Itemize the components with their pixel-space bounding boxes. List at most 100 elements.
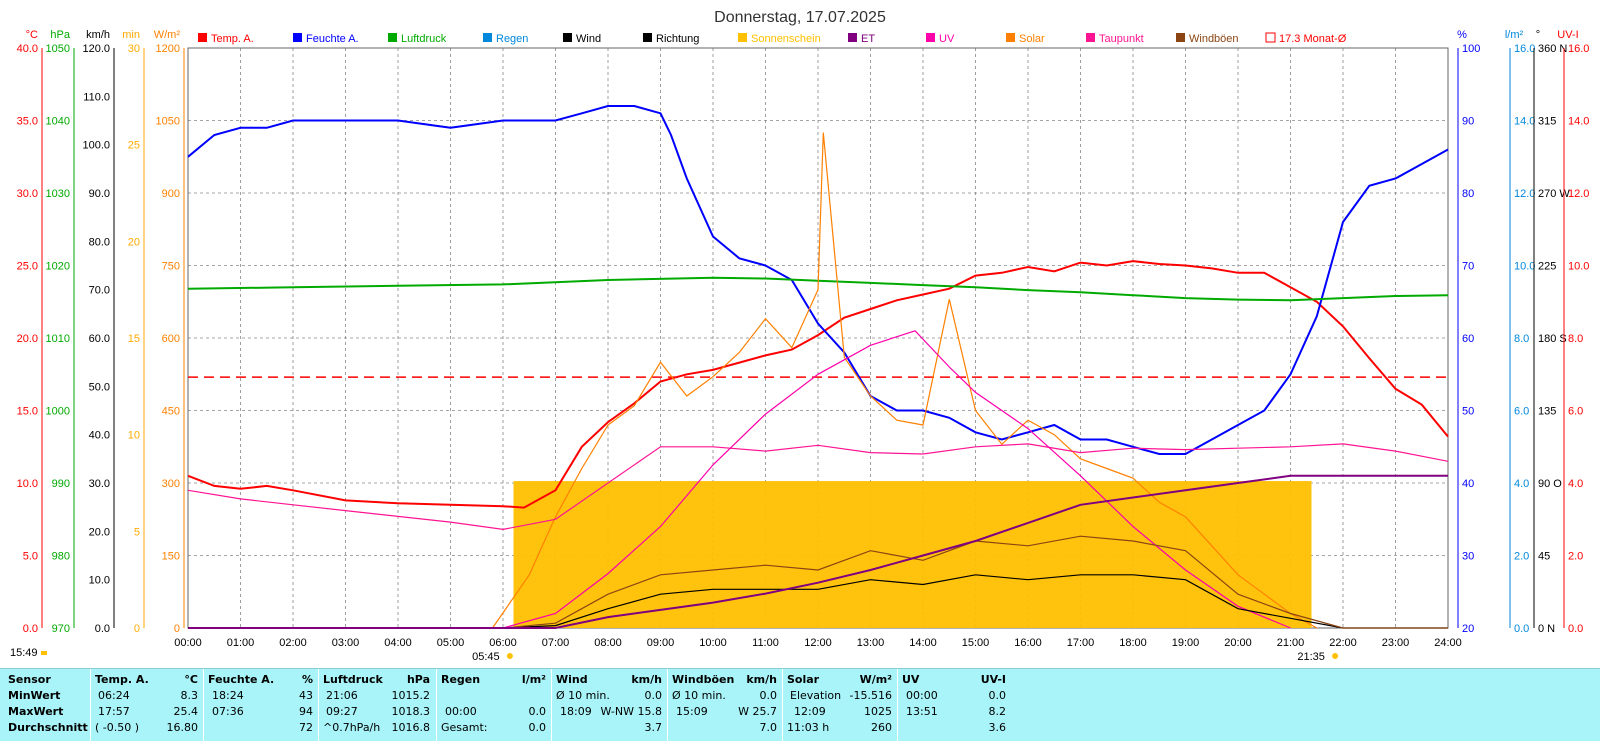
x-tick-label: 08:00 — [594, 637, 622, 649]
axis-tick-label: 110.0 — [83, 91, 110, 103]
legend-label: ET — [861, 33, 875, 45]
axis-tick-label: 40 — [1462, 478, 1474, 490]
solar-avg-value: 260 — [871, 721, 892, 734]
hum-max-value: 94 — [299, 705, 313, 718]
x-tick-label: 00:00 — [174, 637, 202, 649]
hum-min-time: 18:24 — [212, 689, 244, 702]
rain-max-value: 0.0 — [528, 705, 547, 718]
temp-min-value: 8.3 — [180, 689, 199, 702]
axis-tick-label: 6.0 — [1514, 406, 1529, 418]
uv-avg-value: 3.6 — [988, 721, 1007, 734]
wind-min-value: 0.0 — [644, 689, 663, 702]
axis-tick-label: 20.0 — [17, 333, 38, 345]
axis-unit: min — [122, 29, 140, 41]
wind-max-value: W-NW 15.8 — [600, 705, 663, 718]
legend-swatch — [738, 33, 747, 42]
legend-label: Temp. A. — [211, 33, 254, 45]
gust-avg-value: 7.0 — [759, 721, 778, 734]
axis-unit: W/m² — [154, 29, 181, 41]
uv-header: UV — [902, 673, 920, 686]
x-tick-label: 10:00 — [699, 637, 727, 649]
sunset-icon — [1332, 653, 1339, 659]
axis-tick-label: 750 — [162, 261, 180, 273]
axis-tick-label: 120.0 — [82, 43, 110, 55]
x-tick-label: 22:00 — [1329, 637, 1357, 649]
axis-tick-label: 1030 — [46, 188, 70, 200]
axis-tick-label: 0 — [174, 623, 180, 635]
gust-min-label: Ø 10 min. — [672, 689, 726, 702]
series-line — [492, 132, 1318, 629]
axis-tick-label: 35.0 — [17, 116, 38, 128]
axis-tick-label: 60.0 — [89, 333, 110, 345]
axis-tick-label: 12.0 — [1514, 188, 1535, 200]
temp-max-value: 25.4 — [173, 705, 199, 718]
solar-max-time: 12:09 — [794, 705, 826, 718]
axis-tick-label: 600 — [162, 333, 180, 345]
legend-swatch — [1176, 33, 1185, 42]
legend-label: Windböen — [1189, 33, 1239, 45]
stats-table: Sensor MinWert MaxWert Durchschnitt Temp… — [0, 668, 1600, 741]
solar-max-value: 1025 — [864, 705, 892, 718]
uv-min-time: 00:00 — [906, 689, 938, 702]
legend-label: Luftdruck — [401, 33, 447, 45]
axis-tick-label: 2.0 — [1568, 551, 1583, 563]
axis-tick-label: 225 — [1538, 261, 1556, 273]
axis-tick-label: 2.0 — [1514, 551, 1529, 563]
axis-tick-label: 20.0 — [89, 526, 110, 538]
axis-tick-label: 180 S — [1538, 333, 1567, 345]
wind-avg-value: 3.7 — [644, 721, 663, 734]
temp-header: Temp. A. — [95, 673, 149, 686]
x-tick-label: 11:00 — [752, 637, 779, 649]
rain-max-time: 00:00 — [445, 705, 477, 718]
rain-total-label: Gesamt: — [441, 721, 488, 734]
rain-header: Regen — [441, 673, 481, 686]
press-max-time: 09:27 — [326, 705, 358, 718]
legend-swatch — [388, 33, 397, 42]
legend-swatch — [643, 33, 652, 42]
axis-tick-label: 90 O — [1538, 478, 1562, 490]
hum-avg-value: 72 — [299, 721, 313, 734]
legend-swatch — [293, 33, 302, 42]
axis-unit: km/h — [86, 29, 110, 41]
wind-header: Wind — [556, 673, 588, 686]
axis-tick-label: 360 N — [1538, 43, 1567, 55]
x-tick-label: 19:00 — [1172, 637, 1200, 649]
legend-label: Solar — [1019, 33, 1045, 45]
legend-swatch — [198, 33, 207, 42]
series-line — [187, 276, 1449, 302]
uv-min-value: 0.0 — [988, 689, 1007, 702]
axis-tick-label: 90 — [1462, 116, 1474, 128]
axis-tick-label: 16.0 — [1514, 43, 1535, 55]
x-tick-label: 09:00 — [647, 637, 675, 649]
x-tick-label: 01:00 — [227, 637, 255, 649]
gust-unit: km/h — [746, 673, 777, 686]
axis-tick-label: 1050 — [156, 116, 180, 128]
uv-unit: UV-I — [980, 673, 1006, 686]
axis-tick-label: 20 — [1462, 623, 1474, 635]
axis-tick-label: 0 N — [1538, 623, 1555, 635]
temp-max-time: 17:57 — [98, 705, 130, 718]
row-label-sensor: Sensor — [8, 673, 51, 686]
axis-tick-label: 4.0 — [1568, 478, 1583, 490]
axis-tick-label: 100 — [1462, 43, 1480, 55]
axis-unit: °C — [26, 29, 38, 41]
uv-max-value: 8.2 — [988, 705, 1007, 718]
row-label-max: MaxWert — [8, 705, 64, 718]
x-tick-label: 14:00 — [909, 637, 937, 649]
axis-tick-label: 5 — [134, 526, 140, 538]
legend-label: Richtung — [656, 33, 699, 45]
axis-tick-label: 150 — [162, 551, 180, 563]
legend-label: 17.3 Monat-Ø — [1279, 33, 1347, 45]
solar-sunshine-duration: 11:03 h — [787, 721, 830, 734]
row-label-min: MinWert — [8, 689, 61, 702]
axis-tick-label: 1000 — [46, 406, 70, 418]
axis-tick-label: 30.0 — [89, 478, 110, 490]
sunrise-time: 05:45 — [472, 651, 500, 663]
legend-swatch — [926, 33, 935, 42]
axis-tick-label: 70.0 — [89, 285, 110, 297]
axis-tick-label: 15.0 — [17, 406, 38, 418]
sunrise-icon — [506, 653, 513, 659]
axis-unit: l/m² — [1505, 29, 1524, 41]
series-line — [188, 474, 1448, 629]
axis-tick-label: 1200 — [156, 43, 180, 55]
